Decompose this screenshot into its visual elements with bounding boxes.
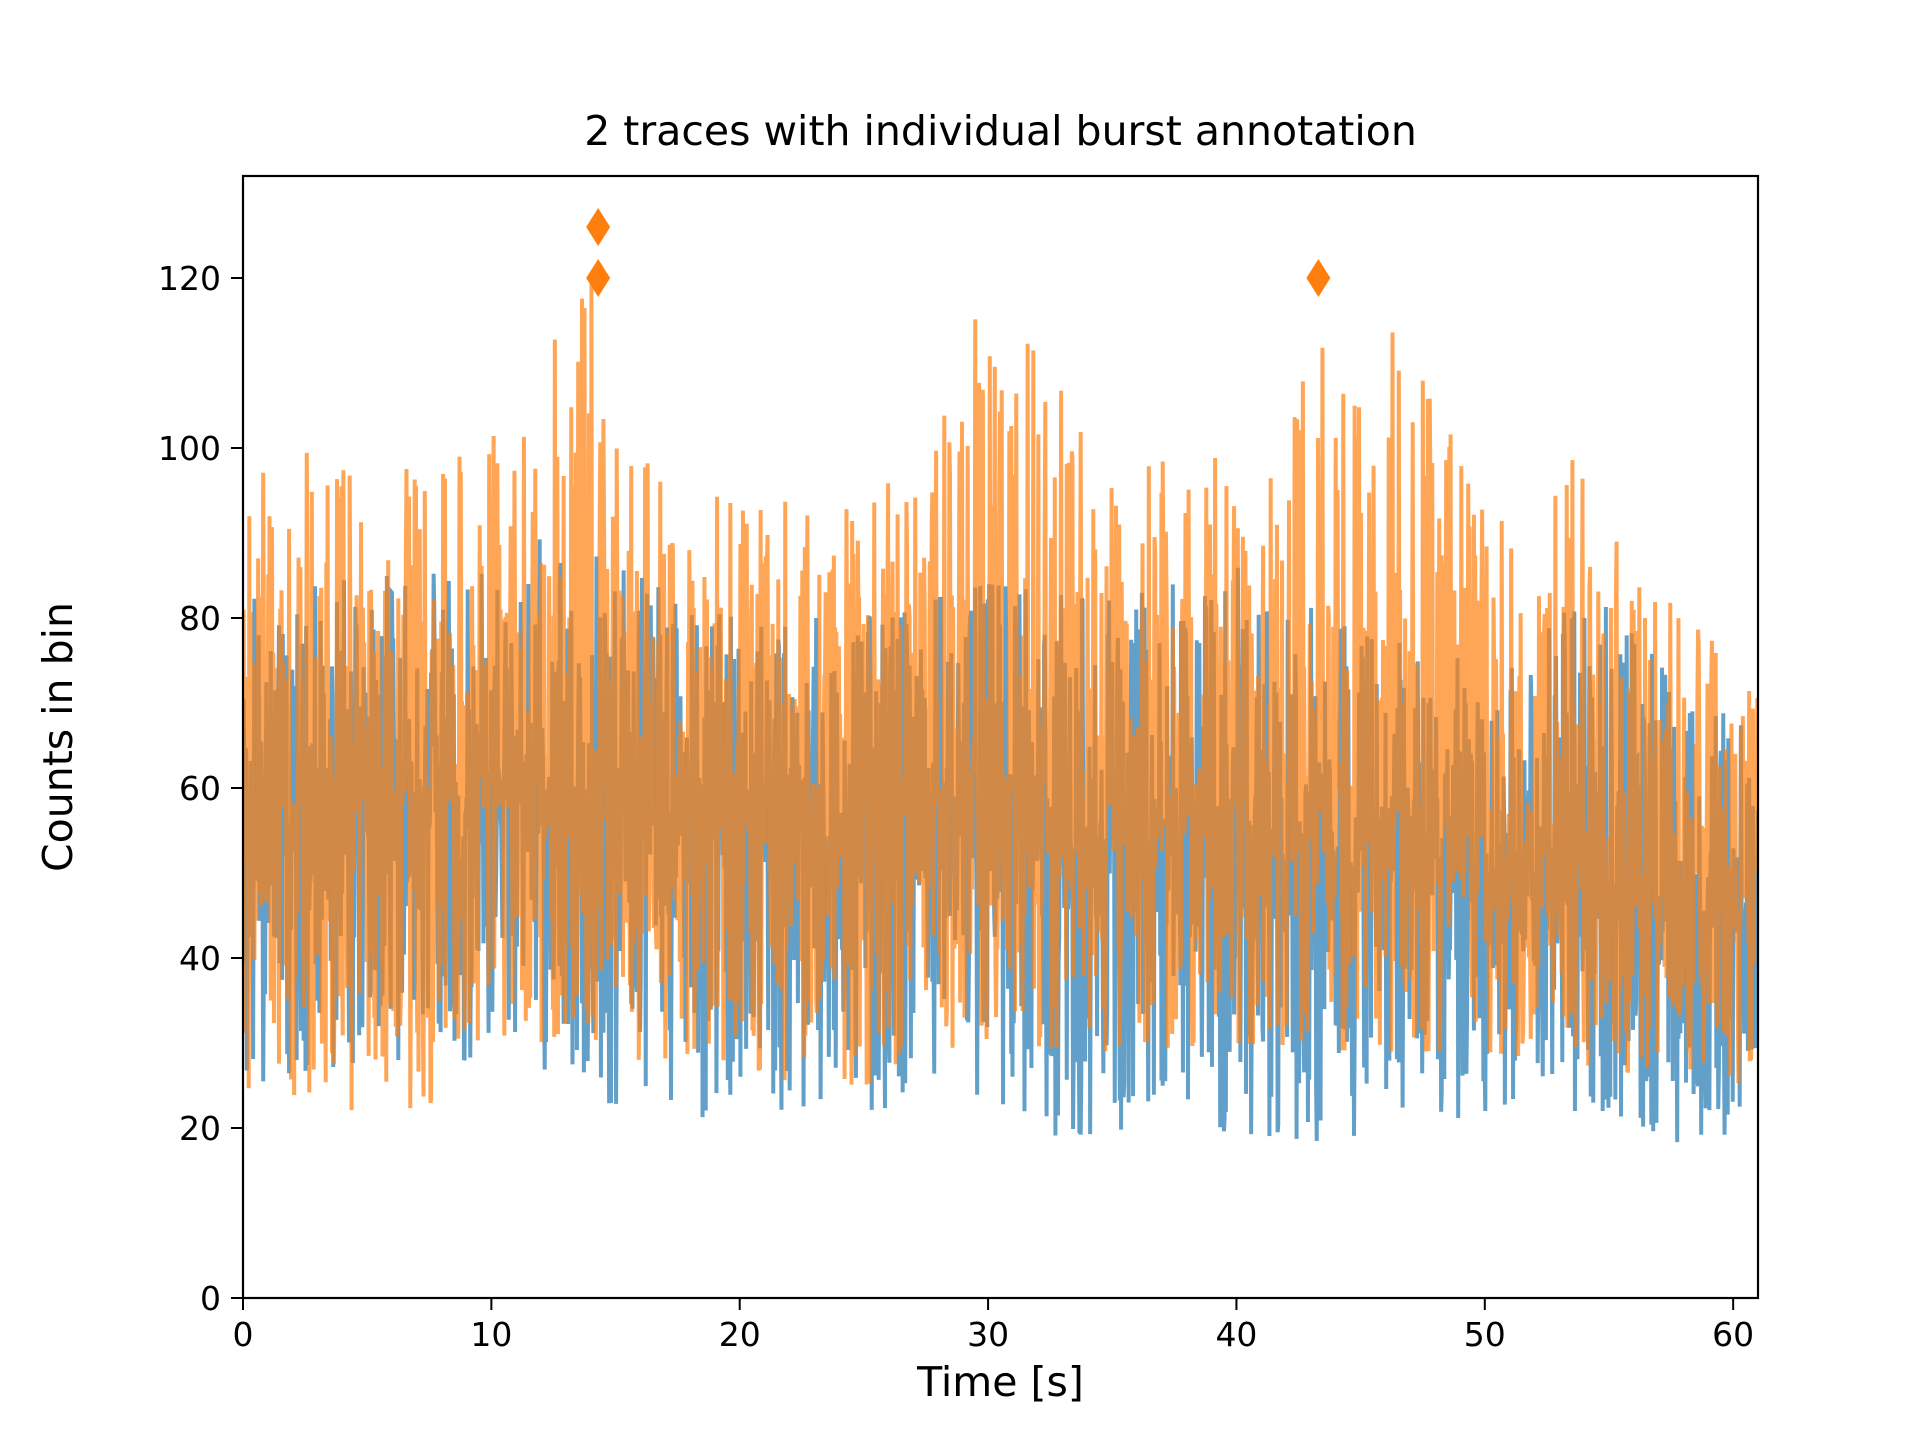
axes-frame — [241, 174, 1760, 1300]
y-tick-label: 60 — [179, 769, 221, 808]
y-tick-label: 100 — [158, 429, 221, 468]
trace-line-2 — [243, 284, 1758, 1111]
burst-marker-2 — [586, 259, 611, 297]
y-tick-label: 20 — [179, 1109, 221, 1148]
plot-area — [243, 284, 1758, 1143]
y-axis-label: Counts in bin — [34, 602, 82, 872]
x-tick-label: 20 — [719, 1315, 761, 1354]
x-tick-label: 60 — [1712, 1315, 1754, 1354]
y-tick-label: 0 — [200, 1279, 221, 1318]
x-tick-label: 50 — [1464, 1315, 1506, 1354]
chart-title: 2 traces with individual burst annotatio… — [584, 107, 1417, 155]
x-tick-label: 40 — [1215, 1315, 1257, 1354]
y-tick-label: 40 — [179, 939, 221, 978]
x-tick-label: 10 — [470, 1315, 512, 1354]
burst-marker-3 — [1306, 259, 1331, 297]
axis-ticks: 0 10 20 30 40 50 60 0 20 40 60 80 100 120 — [158, 259, 1754, 1354]
burst-marker-1 — [586, 208, 611, 246]
x-tick-label: 30 — [967, 1315, 1009, 1354]
x-axis-label: Time [s] — [916, 1358, 1084, 1406]
y-tick-label: 120 — [158, 259, 221, 298]
x-tick-label: 0 — [233, 1315, 254, 1354]
y-tick-label: 80 — [179, 599, 221, 638]
